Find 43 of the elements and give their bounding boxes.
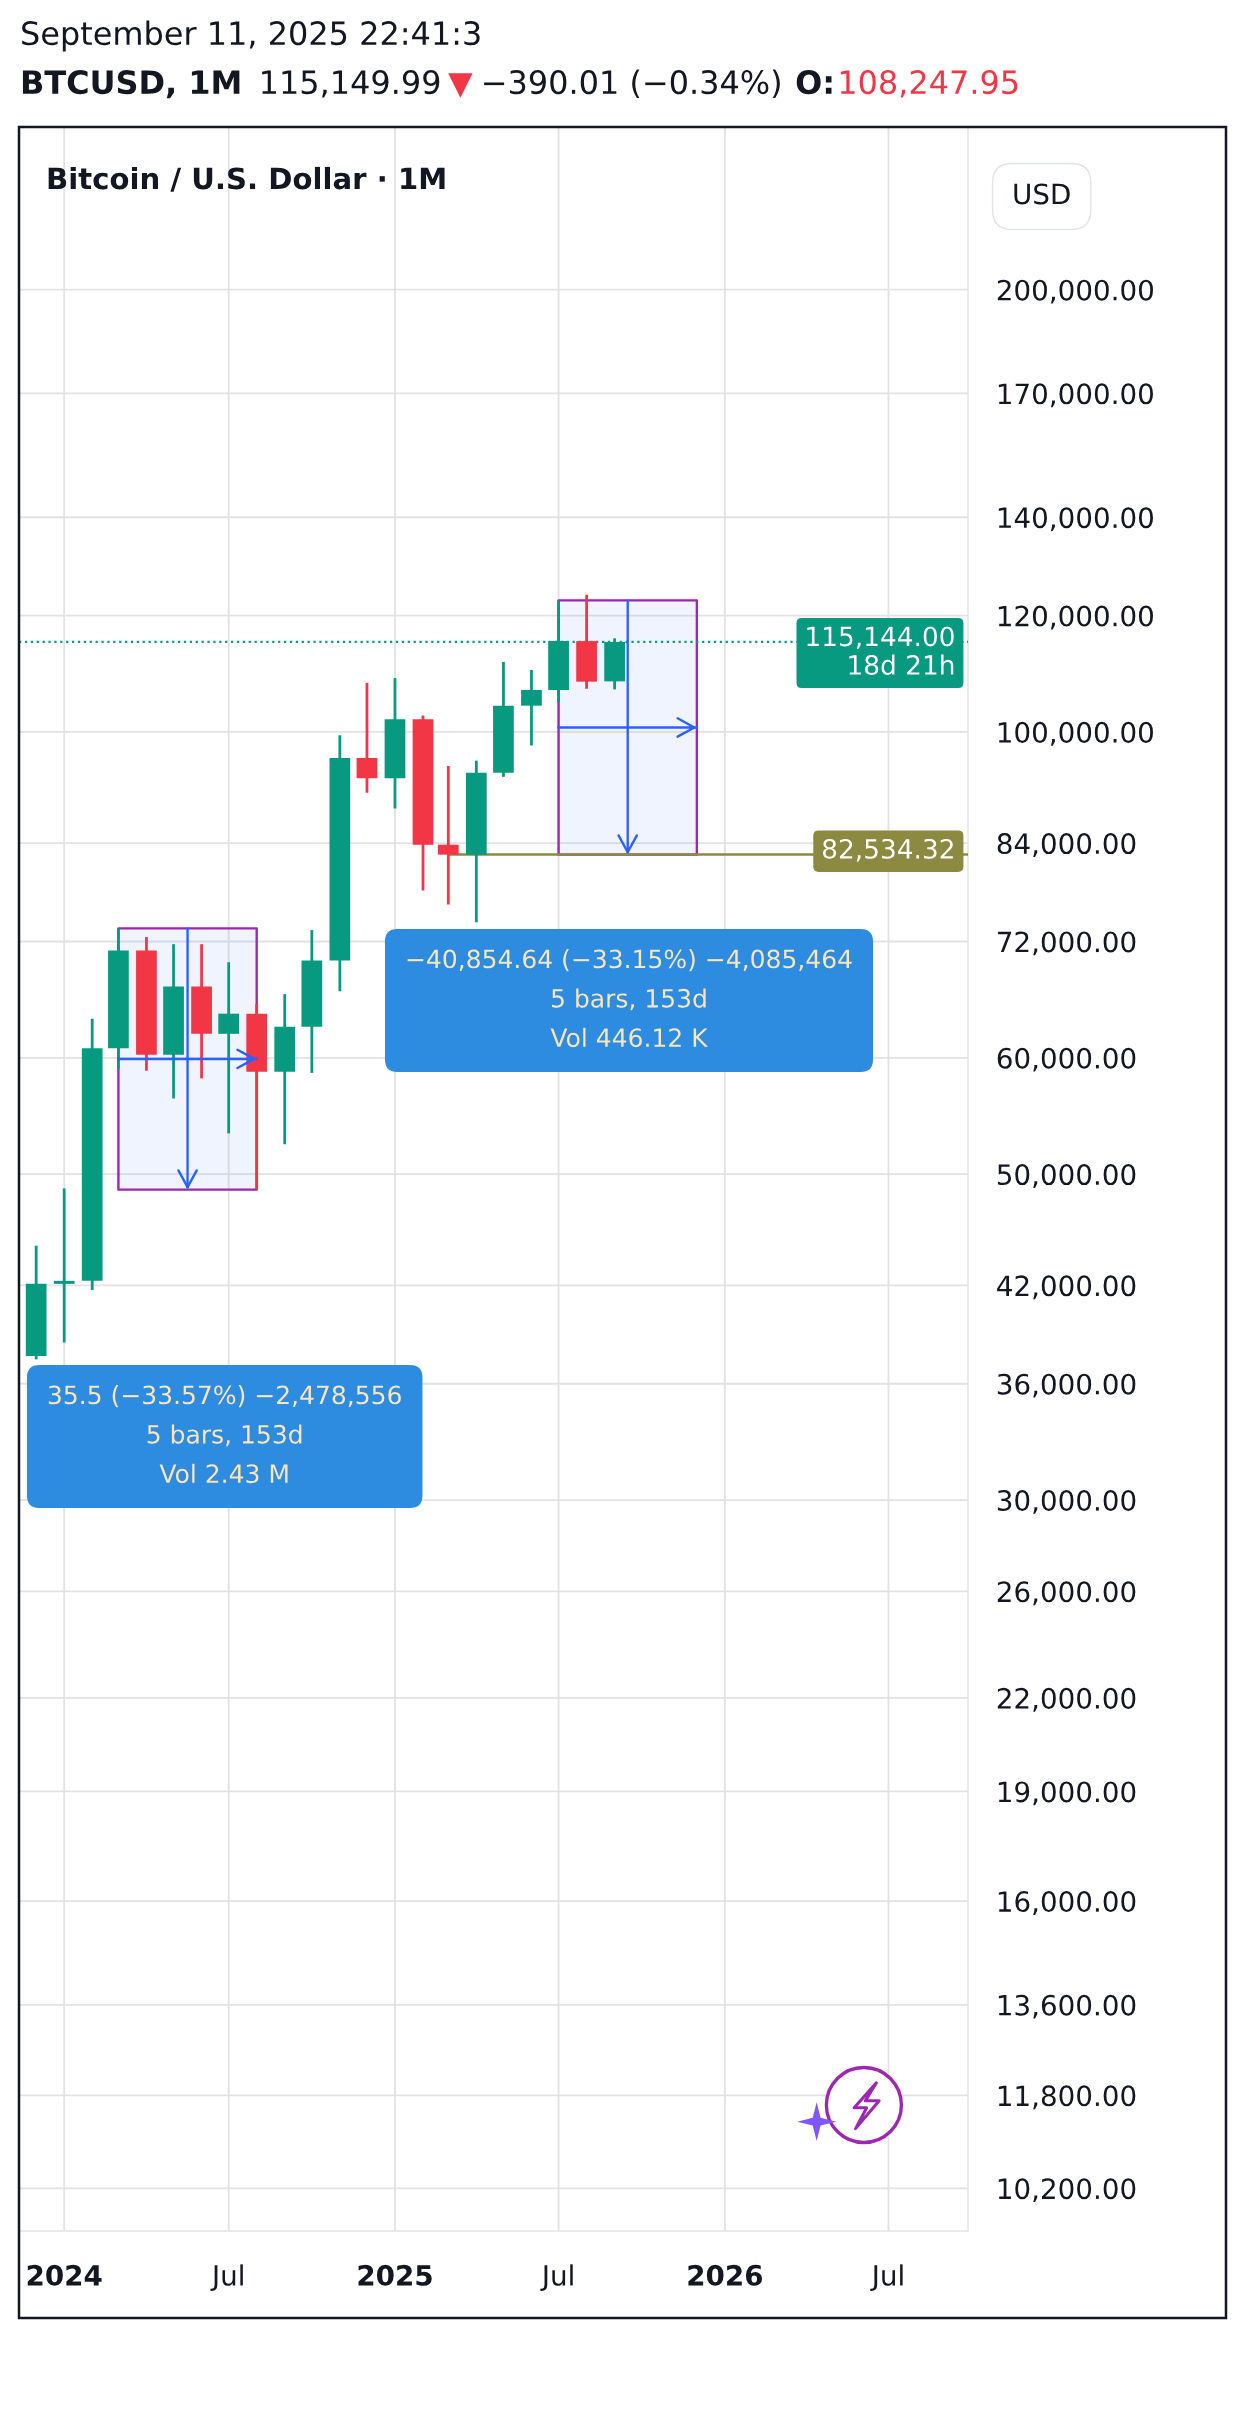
y-tick-label: 42,000.00 — [997, 1275, 1136, 1300]
ref-line-label: 115,144.00 18d 21h — [807, 626, 954, 675]
candlestick — [521, 668, 542, 747]
y-tick-label: 30,000.00 — [997, 1489, 1136, 1514]
y-tick-label: 84,000.00 — [997, 833, 1136, 857]
text: ▼ — [448, 73, 473, 98]
y-tick-label: 60,000.00 — [997, 1047, 1136, 1072]
data-label: 82,534.32 — [822, 838, 953, 862]
annotation: 35.5 (−33.57%) −2,478,556 5 bars, 153d Vol 2.43 M — [48, 1385, 401, 1484]
y-tick-label: 170,000.00 — [998, 383, 1153, 408]
x-tick-label: Jul — [210, 2264, 243, 2291]
text: −390.01 (−0.34%) — [484, 69, 780, 99]
y-tick-label: 200,000.00 — [997, 279, 1153, 304]
chart-subtitle: September 11, 2025 22:41:3 — [22, 20, 480, 52]
text: 108,247.95 — [840, 70, 1018, 98]
x-tick-label: 2026 — [688, 2264, 763, 2286]
y-tick-label: 120,000.00 — [998, 605, 1153, 630]
text: 115,149.99 — [262, 70, 440, 98]
y-tick-label: 11,800.00 — [998, 2085, 1136, 2110]
text: O: — [796, 70, 832, 95]
text: BTCUSD, 1M — [22, 70, 240, 99]
y-tick-label: 10,200.00 — [998, 2178, 1136, 2203]
y-axis-title: USD — [1014, 183, 1070, 205]
x-tick-label: 2024 — [27, 2264, 102, 2286]
candlestick — [437, 764, 459, 906]
y-tick-label: 100,000.00 — [998, 721, 1153, 746]
y-tick-label: 50,000.00 — [997, 1164, 1136, 1188]
y-tick-label: 22,000.00 — [997, 1687, 1136, 1712]
y-tick-label: 72,000.00 — [998, 931, 1136, 956]
y-tick-label: 19,000.00 — [998, 1781, 1136, 1806]
candlestick — [218, 960, 240, 1135]
text: Bitcoin / U.S. Dollar · 1M — [48, 166, 445, 192]
y-tick-label: 140,000.00 — [998, 507, 1153, 532]
x-tick-label: 2025 — [358, 2264, 432, 2286]
candlestick — [53, 1186, 75, 1344]
y-tick-label: 16,000.00 — [998, 1891, 1136, 1915]
candlestick — [356, 681, 378, 795]
x-tick-label: Jul — [540, 2264, 573, 2291]
annotation: −40,854.64 (−33.15%) −4,085,464 5 bars, 153d Vol 446.12 K — [407, 949, 852, 1048]
y-tick-label: 26,000.00 — [997, 1581, 1136, 1606]
y-tick-label: 36,000.00 — [997, 1373, 1136, 1398]
y-tick-label: 13,600.00 — [998, 1994, 1136, 2019]
x-tick-label: Jul — [870, 2264, 903, 2291]
